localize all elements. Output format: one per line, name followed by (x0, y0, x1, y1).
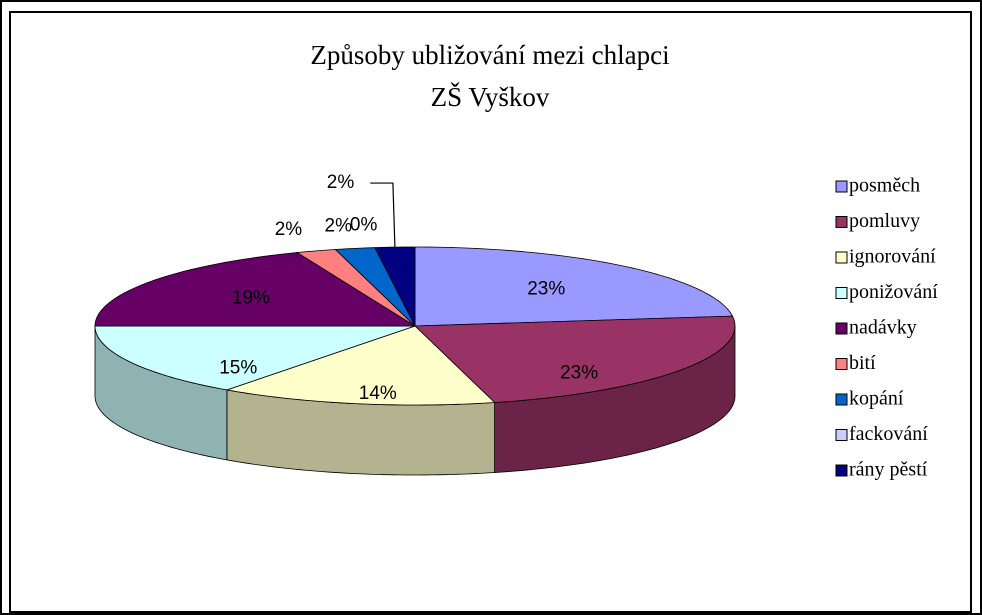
legend-swatch (835, 464, 848, 477)
pie-slice (414, 315, 736, 403)
legend-label: posměch (849, 175, 920, 197)
data-label: 2% (327, 172, 355, 193)
pie-slice (295, 249, 416, 327)
data-label: 19% (232, 287, 270, 308)
legend-swatch (835, 216, 848, 228)
data-label: 15% (219, 357, 257, 378)
legend-label: ignorování (849, 246, 936, 268)
pie-slice (334, 247, 416, 327)
legend-swatch (835, 393, 848, 406)
chart-subtitle: ZŠ Vyškov (431, 82, 550, 112)
pie-slice (226, 325, 496, 406)
legend-label: rány pěstí (849, 459, 928, 481)
legend-label: nadávky (849, 317, 917, 339)
legend-label: ponižování (849, 281, 938, 303)
data-label: 23% (527, 278, 565, 299)
legend-label: fackování (849, 423, 928, 445)
legend-swatch (835, 429, 848, 441)
legend-swatch (835, 180, 848, 193)
leader-line (370, 182, 396, 248)
legend-swatch (835, 358, 848, 370)
legend-swatch (835, 287, 848, 299)
chart-title: Způsoby ubližování mezi chlapci (310, 40, 669, 70)
legend-label: pomluvy (849, 210, 920, 232)
data-label: 2% (275, 219, 303, 240)
legend-label: kopání (849, 388, 904, 410)
pie-slice (414, 246, 734, 327)
pie-slice (94, 325, 416, 391)
data-label: 0% (350, 215, 378, 236)
legend-swatch (835, 251, 848, 264)
legend-swatch (835, 322, 848, 335)
data-label: 14% (359, 383, 397, 404)
pie-slice (94, 252, 417, 327)
pie-slice (374, 246, 416, 327)
plot-frame (9, 11, 972, 613)
legend-label: bití (849, 352, 876, 374)
data-label: 2% (325, 216, 353, 237)
data-label: 23% (560, 363, 598, 384)
